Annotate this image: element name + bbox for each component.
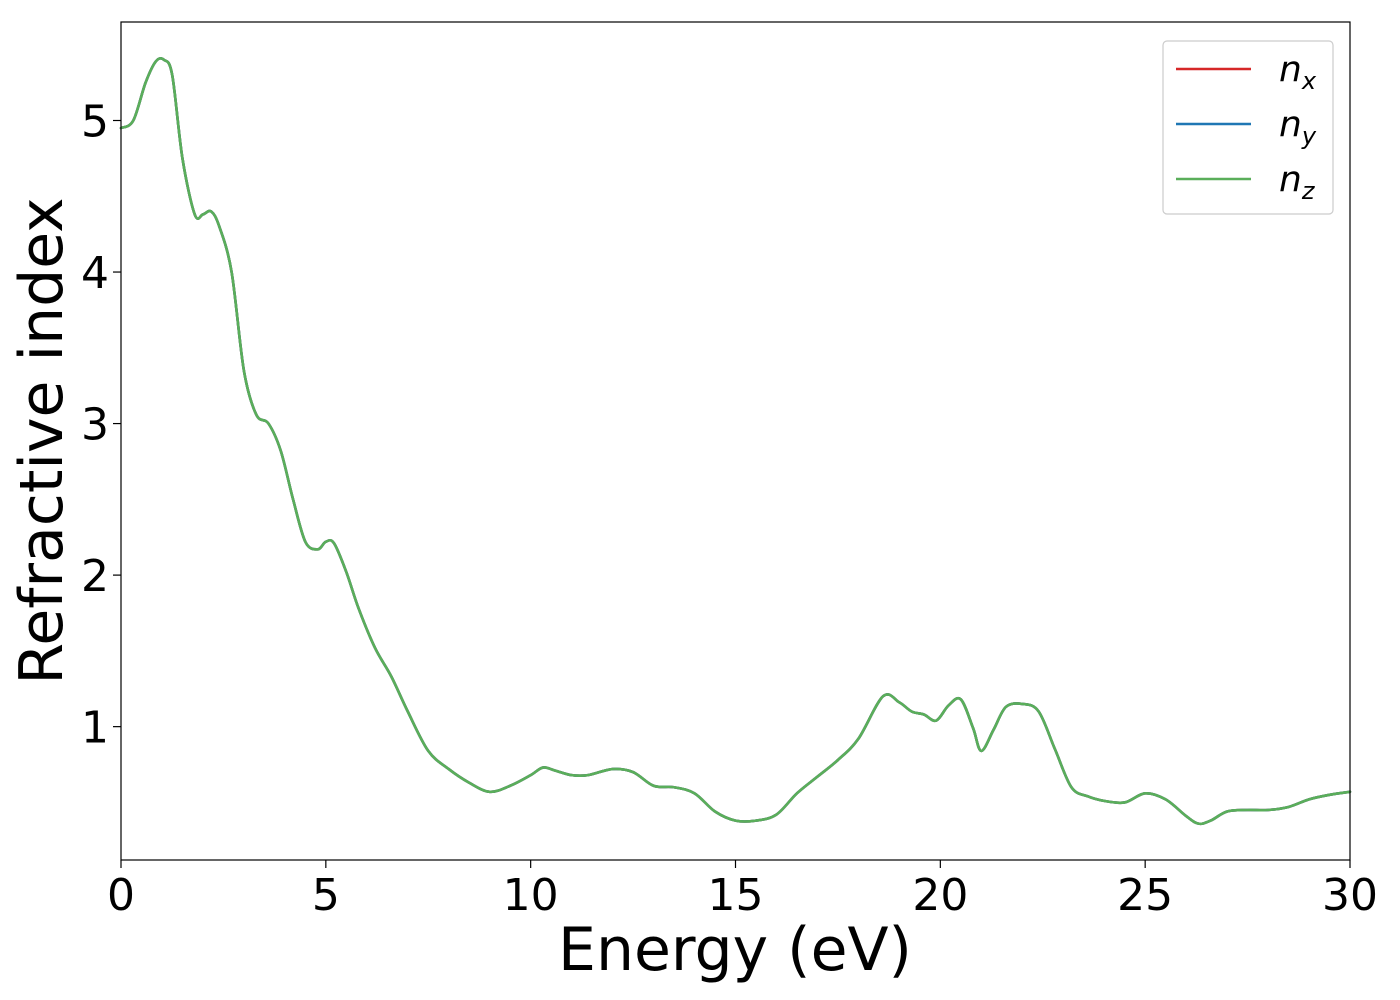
x-axis-title: Energy (eV) [558, 915, 912, 985]
legend-label-subscript: x [1301, 67, 1317, 95]
x-tick-label: 5 [312, 870, 340, 921]
x-axis: 0 5 10 15 20 25 30 [107, 860, 1378, 921]
x-tick-label: 25 [1117, 870, 1173, 921]
series-layer [119, 57, 1352, 826]
x-tick-label: 0 [107, 870, 135, 921]
y-tick-label: 5 [81, 96, 109, 147]
x-tick-label: 20 [912, 870, 968, 921]
legend-label-subscript: y [1301, 122, 1317, 150]
legend-label-nx: nx [1279, 49, 1317, 95]
y-axis-title: Refractive index [7, 197, 77, 684]
y-axis: 1 2 3 4 5 [81, 96, 121, 754]
legend-label-base: n [1279, 49, 1302, 90]
series-line-nz [119, 57, 1352, 826]
legend-frame [1162, 40, 1334, 215]
x-tick-label: 10 [503, 870, 559, 921]
x-tick-label: 30 [1322, 870, 1378, 921]
y-tick-label: 2 [81, 551, 109, 602]
plot-area [121, 22, 1350, 860]
legend-label-subscript: z [1301, 177, 1316, 205]
legend-label-base: n [1279, 159, 1302, 200]
y-tick-label: 1 [81, 703, 109, 754]
y-tick-label: 4 [81, 248, 109, 299]
legend-label-ny: ny [1279, 104, 1317, 150]
x-tick-label: 15 [708, 870, 764, 921]
y-tick-label: 3 [81, 400, 109, 451]
legend-label-nz: nz [1279, 159, 1316, 205]
legend-label-base: n [1279, 104, 1302, 145]
